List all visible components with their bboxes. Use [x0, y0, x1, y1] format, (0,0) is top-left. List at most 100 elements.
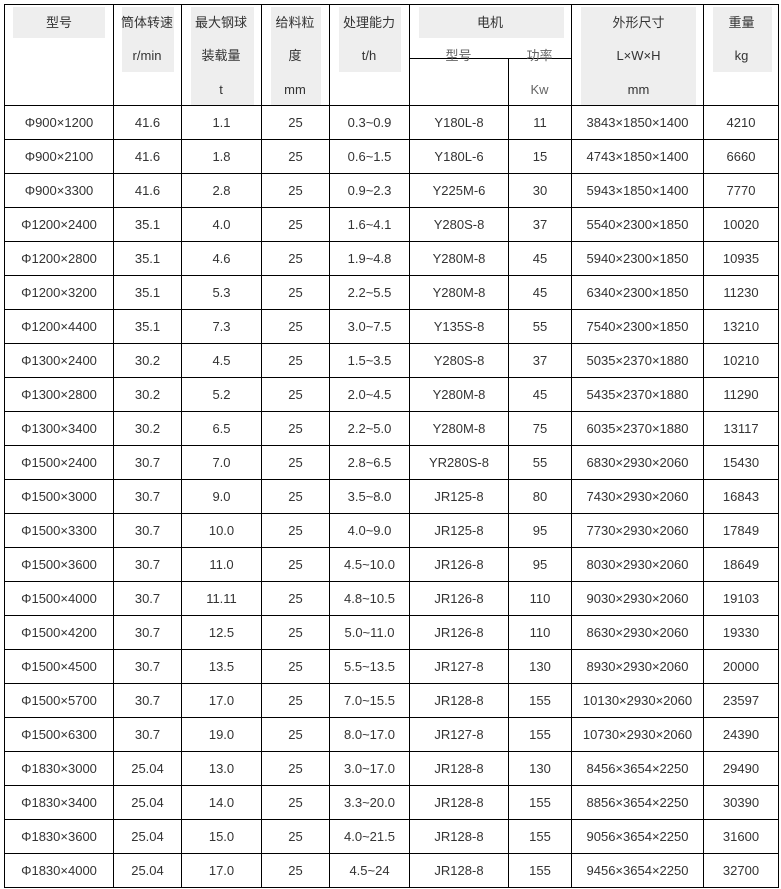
table-row: Φ1500×3600 30.7 11.0 25 4.5~10.0 JR126-8 95 803…	[4, 547, 779, 582]
cell-motor-power: 45	[508, 377, 572, 412]
cell-motor-model: JR128-8	[409, 751, 509, 786]
cell-weight: 11290	[703, 377, 779, 412]
table-row: Φ900×3300 41.6 2.8 25 0.9~2.3 Y225M-6 30 5943×1…	[4, 173, 779, 208]
cell-weight: 18649	[703, 547, 779, 582]
cell-feed-size: 25	[261, 785, 330, 820]
cell-model: Φ1200×4400	[4, 309, 114, 344]
table-header: 型号 筒体转速 r/min 最大钢球 装载量 t 给料粒 度 mm 处理能力 t…	[4, 4, 779, 106]
cell-motor-power: 95	[508, 513, 572, 548]
table-row: Φ1830×3400 25.04 14.0 25 3.3~20.0 JR128-8 155 8…	[4, 785, 779, 820]
cell-speed: 30.7	[113, 547, 182, 582]
cell-feed-size: 25	[261, 649, 330, 684]
cell-speed: 30.2	[113, 411, 182, 446]
table-row: Φ1830×3000 25.04 13.0 25 3.0~17.0 JR128-8 130 8…	[4, 751, 779, 786]
cell-ball-load: 7.3	[181, 309, 262, 344]
header-capacity: 处理能力	[342, 15, 395, 30]
cell-model: Φ1500×5700	[4, 683, 114, 718]
cell-dimensions: 5540×2300×1850	[571, 207, 704, 242]
cell-dimensions: 9056×3654×2250	[571, 819, 704, 854]
cell-dimensions: 10130×2930×2060	[571, 683, 704, 718]
cell-weight: 16843	[703, 479, 779, 514]
cell-motor-power: 37	[508, 343, 572, 378]
header-weight: 重量	[728, 15, 755, 30]
cell-ball-load: 14.0	[181, 785, 262, 820]
cell-weight: 13210	[703, 309, 779, 344]
cell-capacity: 1.9~4.8	[329, 241, 410, 276]
cell-ball-load: 5.2	[181, 377, 262, 412]
cell-dimensions: 8030×2930×2060	[571, 547, 704, 582]
header-ball: 最大钢球	[194, 15, 247, 30]
cell-model: Φ1500×6300	[4, 717, 114, 752]
table-row: Φ1500×3000 30.7 9.0 25 3.5~8.0 JR125-8 80 7430×…	[4, 479, 779, 514]
cell-ball-load: 17.0	[181, 853, 262, 888]
cell-weight: 13117	[703, 411, 779, 446]
header-feed: 给料粒	[275, 15, 315, 30]
cell-motor-model: JR125-8	[409, 479, 509, 514]
cell-capacity: 4.5~10.0	[329, 547, 410, 582]
header-feed-2: 度	[288, 48, 302, 63]
cell-speed: 35.1	[113, 207, 182, 242]
table-row: Φ1300×2800 30.2 5.2 25 2.0~4.5 Y280M-8 45 5435×…	[4, 377, 779, 412]
table-row: Φ1200×2400 35.1 4.0 25 1.6~4.1 Y280S-8 37 5540×…	[4, 207, 779, 242]
cell-motor-model: JR127-8	[409, 649, 509, 684]
cell-feed-size: 25	[261, 377, 330, 412]
header-capacity-unit: t/h	[361, 48, 377, 63]
cell-speed: 30.2	[113, 343, 182, 378]
cell-motor-model: YR280S-8	[409, 445, 509, 480]
cell-weight: 15430	[703, 445, 779, 480]
cell-weight: 10020	[703, 207, 779, 242]
cell-motor-model: Y280M-8	[409, 241, 509, 276]
cell-speed: 35.1	[113, 275, 182, 310]
cell-capacity: 8.0~17.0	[329, 717, 410, 752]
table-row: Φ1300×3400 30.2 6.5 25 2.2~5.0 Y280M-8 75 6035×…	[4, 411, 779, 446]
cell-capacity: 2.8~6.5	[329, 445, 410, 480]
cell-capacity: 0.9~2.3	[329, 173, 410, 208]
cell-ball-load: 1.8	[181, 139, 262, 174]
cell-motor-model: JR126-8	[409, 615, 509, 650]
cell-dimensions: 5435×2370×1880	[571, 377, 704, 412]
header-size-2: L×W×H	[616, 48, 661, 63]
cell-weight: 10210	[703, 343, 779, 378]
cell-motor-power: 95	[508, 547, 572, 582]
cell-feed-size: 25	[261, 479, 330, 514]
cell-weight: 17849	[703, 513, 779, 548]
cell-feed-size: 25	[261, 411, 330, 446]
cell-capacity: 0.6~1.5	[329, 139, 410, 174]
cell-motor-model: JR128-8	[409, 819, 509, 854]
cell-dimensions: 9456×3654×2250	[571, 853, 704, 888]
cell-motor-power: 155	[508, 785, 572, 820]
cell-ball-load: 6.5	[181, 411, 262, 446]
cell-motor-power: 45	[508, 241, 572, 276]
cell-speed: 30.7	[113, 649, 182, 684]
cell-dimensions: 6830×2930×2060	[571, 445, 704, 480]
header-model: 型号	[45, 15, 72, 30]
cell-model: Φ1830×3600	[4, 819, 114, 854]
cell-feed-size: 25	[261, 819, 330, 854]
cell-ball-load: 11.0	[181, 547, 262, 582]
cell-model: Φ900×2100	[4, 139, 114, 174]
table-row: Φ900×2100 41.6 1.8 25 0.6~1.5 Y180L-6 15 4743×1…	[4, 139, 779, 174]
cell-model: Φ1500×3300	[4, 513, 114, 548]
cell-capacity: 3.3~20.0	[329, 785, 410, 820]
cell-motor-power: 11	[508, 105, 572, 140]
cell-feed-size: 25	[261, 853, 330, 888]
cell-motor-model: Y280M-8	[409, 377, 509, 412]
cell-speed: 35.1	[113, 309, 182, 344]
cell-motor-model: Y280S-8	[409, 343, 509, 378]
table-row: Φ1500×2400 30.7 7.0 25 2.8~6.5 YR280S-8 55 6830…	[4, 445, 779, 480]
header-weight-unit: kg	[734, 48, 749, 63]
cell-feed-size: 25	[261, 241, 330, 276]
cell-feed-size: 25	[261, 751, 330, 786]
cell-model: Φ1300×2400	[4, 343, 114, 378]
cell-feed-size: 25	[261, 513, 330, 548]
cell-motor-power: 80	[508, 479, 572, 514]
cell-speed: 30.7	[113, 683, 182, 718]
cell-capacity: 7.0~15.5	[329, 683, 410, 718]
cell-capacity: 4.5~24	[329, 853, 410, 888]
cell-motor-model: JR125-8	[409, 513, 509, 548]
cell-feed-size: 25	[261, 445, 330, 480]
cell-dimensions: 5035×2370×1880	[571, 343, 704, 378]
table-row: Φ1200×2800 35.1 4.6 25 1.9~4.8 Y280M-8 45 5940×…	[4, 241, 779, 276]
cell-capacity: 1.5~3.5	[329, 343, 410, 378]
cell-ball-load: 4.0	[181, 207, 262, 242]
